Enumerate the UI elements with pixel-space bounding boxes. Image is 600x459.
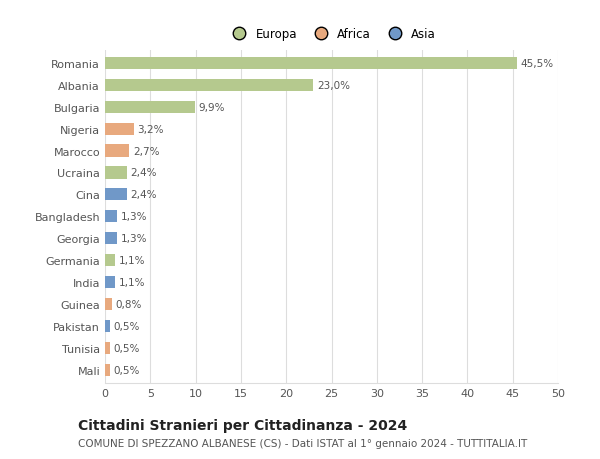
Text: 0,8%: 0,8%: [116, 299, 142, 309]
Bar: [105, 298, 112, 310]
Bar: [105, 342, 110, 354]
Text: COMUNE DI SPEZZANO ALBANESE (CS) - Dati ISTAT al 1° gennaio 2024 - TUTTITALIA.IT: COMUNE DI SPEZZANO ALBANESE (CS) - Dati …: [78, 438, 527, 448]
Text: 2,4%: 2,4%: [130, 190, 157, 200]
Text: 23,0%: 23,0%: [317, 80, 350, 90]
Text: 1,1%: 1,1%: [119, 256, 145, 266]
Bar: [105, 364, 110, 376]
Text: 45,5%: 45,5%: [521, 59, 554, 68]
Bar: [105, 79, 313, 91]
Bar: [105, 167, 127, 179]
Bar: [105, 233, 117, 245]
Bar: [105, 255, 115, 267]
Bar: [105, 123, 134, 135]
Bar: [105, 58, 517, 70]
Text: Cittadini Stranieri per Cittadinanza - 2024: Cittadini Stranieri per Cittadinanza - 2…: [78, 418, 407, 431]
Legend: Europa, Africa, Asia: Europa, Africa, Asia: [223, 23, 440, 45]
Text: 1,3%: 1,3%: [121, 212, 147, 222]
Bar: [105, 320, 110, 332]
Bar: [105, 276, 115, 289]
Text: 1,3%: 1,3%: [121, 234, 147, 244]
Text: 2,7%: 2,7%: [133, 146, 160, 156]
Text: 0,5%: 0,5%: [113, 343, 140, 353]
Bar: [105, 101, 194, 113]
Bar: [105, 145, 130, 157]
Bar: [105, 211, 117, 223]
Text: 0,5%: 0,5%: [113, 365, 140, 375]
Text: 0,5%: 0,5%: [113, 321, 140, 331]
Text: 1,1%: 1,1%: [119, 278, 145, 287]
Text: 2,4%: 2,4%: [130, 168, 157, 178]
Text: 3,2%: 3,2%: [137, 124, 164, 134]
Text: 9,9%: 9,9%: [199, 102, 225, 112]
Bar: [105, 189, 127, 201]
